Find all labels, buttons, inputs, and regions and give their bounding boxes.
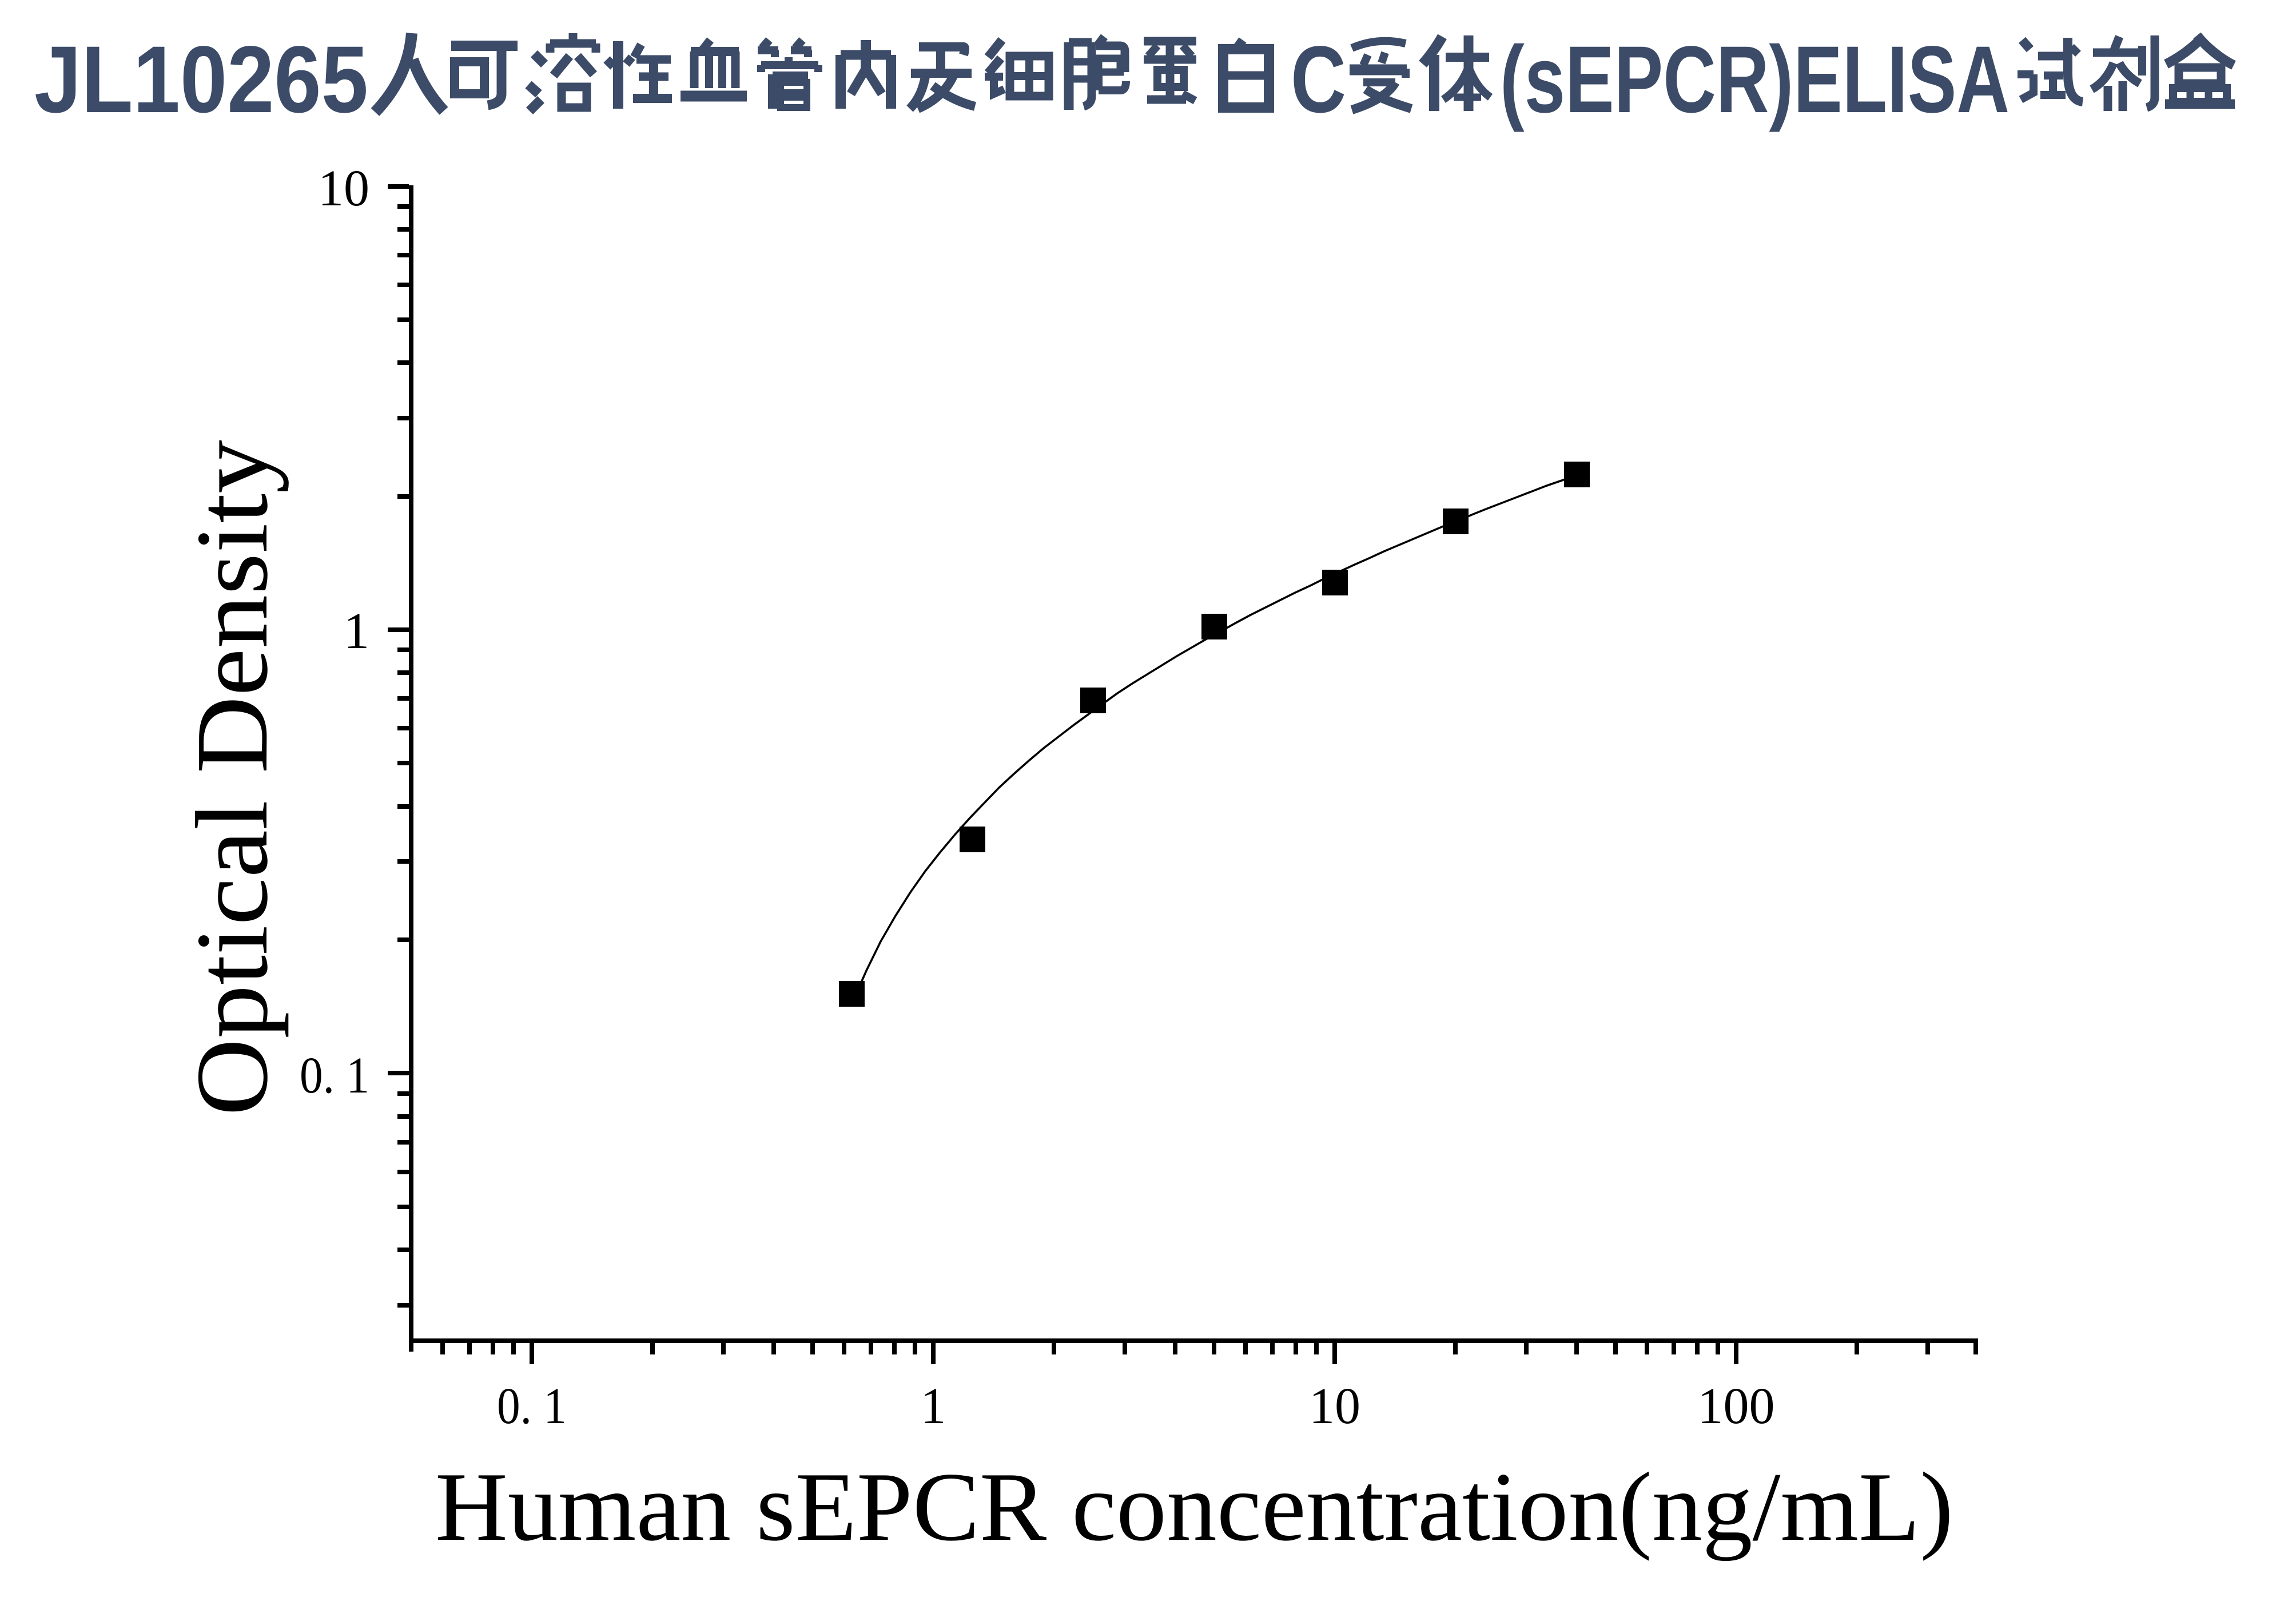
- svg-text:Human sEPCR concentration(ng/m: Human sEPCR concentration(ng/mL): [435, 1453, 1953, 1562]
- svg-text:0. 1: 0. 1: [497, 1378, 567, 1435]
- svg-text:100: 100: [1698, 1378, 1775, 1435]
- svg-text:10: 10: [318, 160, 369, 217]
- svg-text:JL10265: JL10265: [34, 27, 368, 133]
- svg-text:(sEPCR)ELISA: (sEPCR)ELISA: [1500, 27, 2010, 133]
- svg-text:1: 1: [921, 1378, 946, 1435]
- svg-text:0. 1: 0. 1: [300, 1047, 369, 1104]
- svg-text:1: 1: [344, 603, 369, 660]
- svg-text:10: 10: [1309, 1378, 1360, 1435]
- svg-text:Optical Density: Optical Density: [175, 440, 289, 1116]
- svg-text:C: C: [1291, 27, 1346, 133]
